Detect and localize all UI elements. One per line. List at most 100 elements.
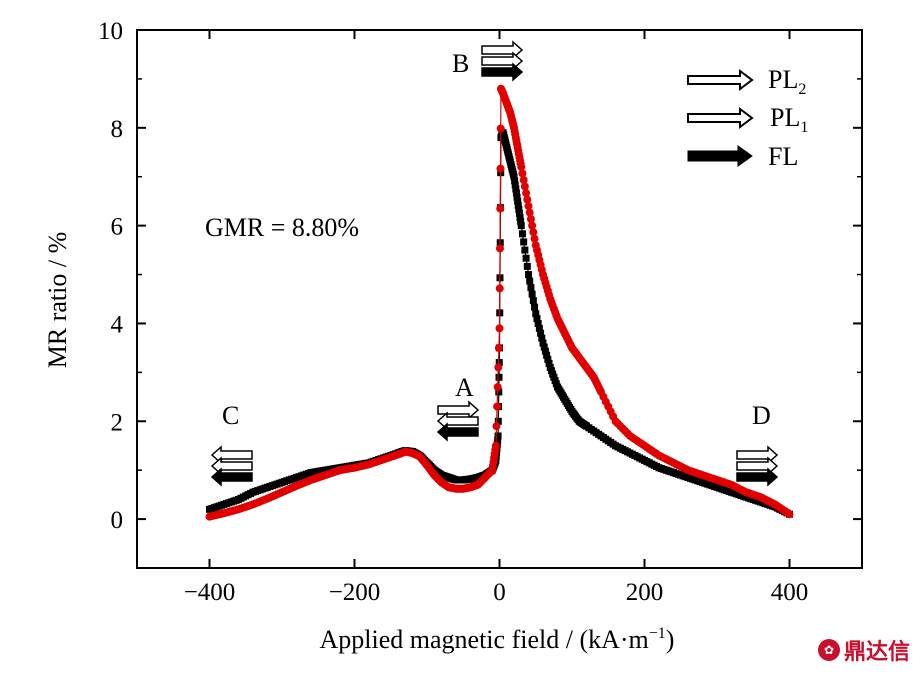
label-c: C bbox=[222, 401, 239, 430]
hollow-arrow-icon bbox=[481, 40, 524, 60]
legend-item-fl: FL bbox=[687, 142, 798, 171]
data-point bbox=[494, 436, 502, 444]
spin-state-arrows bbox=[210, 40, 779, 487]
x-tick-label: −400 bbox=[184, 579, 236, 606]
data-point bbox=[533, 315, 541, 323]
data-point bbox=[515, 209, 523, 217]
data-point bbox=[525, 208, 534, 217]
data-point bbox=[528, 221, 537, 230]
label-a: A bbox=[455, 373, 474, 402]
data-point bbox=[495, 388, 503, 396]
data-point bbox=[510, 173, 518, 181]
data-point bbox=[494, 363, 503, 372]
x-axis-title: Applied magnetic field / (kA·m−1) bbox=[320, 625, 675, 654]
data-point bbox=[529, 228, 538, 237]
data-point bbox=[541, 347, 549, 355]
x-tick-label: 0 bbox=[493, 579, 506, 606]
data-point bbox=[515, 205, 523, 213]
data-point bbox=[494, 432, 502, 440]
data-point bbox=[513, 193, 521, 201]
solid-arrow-icon bbox=[481, 62, 524, 82]
y-tick-label: 8 bbox=[111, 116, 124, 143]
data-point bbox=[524, 202, 533, 211]
data-point bbox=[534, 319, 542, 327]
data-point bbox=[522, 254, 530, 262]
data-point bbox=[493, 402, 502, 411]
data-point bbox=[517, 162, 526, 171]
solid-arrow-icon bbox=[736, 467, 779, 487]
dingdaxin-logo-icon: ✿ bbox=[817, 639, 840, 661]
data-point bbox=[532, 310, 540, 318]
data-point bbox=[525, 271, 532, 279]
data-point bbox=[496, 204, 505, 213]
data-point bbox=[528, 290, 536, 298]
label-b: B bbox=[452, 49, 469, 78]
data-point bbox=[495, 359, 503, 367]
data-point bbox=[527, 284, 535, 292]
y-tick-label: 4 bbox=[111, 311, 124, 338]
data-point bbox=[511, 177, 519, 185]
data-point bbox=[530, 234, 539, 243]
data-point bbox=[545, 359, 553, 367]
data-point bbox=[539, 339, 547, 347]
solid-arrow-icon bbox=[687, 145, 753, 167]
hollow-arrow-icon bbox=[210, 456, 253, 476]
data-point bbox=[518, 169, 527, 178]
x-tick-label: −200 bbox=[329, 579, 381, 606]
data-point bbox=[521, 246, 529, 254]
svg-text:FL: FL bbox=[768, 142, 798, 171]
hollow-arrow-icon bbox=[736, 456, 779, 476]
axis-tick-labels: −400 −200 0 200 400 0 2 4 6 8 10 bbox=[98, 18, 808, 606]
data-point bbox=[537, 329, 545, 337]
data-point bbox=[511, 181, 519, 189]
y-tick-label: 2 bbox=[111, 409, 124, 436]
data-point bbox=[519, 175, 528, 184]
label-d: D bbox=[752, 401, 771, 430]
gmr-annotation: GMR = 8.80% bbox=[205, 213, 359, 242]
series-1 bbox=[205, 84, 794, 521]
y-tick-label: 10 bbox=[98, 18, 123, 45]
hollow-arrow-icon bbox=[687, 107, 754, 129]
watermark-text: 鼎达信 bbox=[843, 640, 910, 665]
data-point bbox=[512, 189, 520, 197]
data-point bbox=[785, 510, 794, 519]
y-axis-title: MR ratio / % bbox=[43, 232, 72, 369]
data-point bbox=[544, 355, 552, 363]
x-tick-label: 200 bbox=[626, 579, 664, 606]
data-point bbox=[493, 383, 502, 392]
data-point bbox=[496, 164, 505, 173]
data-point bbox=[535, 324, 543, 332]
data-point bbox=[526, 277, 534, 285]
hollow-arrow-icon bbox=[437, 400, 480, 420]
data-point bbox=[494, 417, 502, 425]
data-point bbox=[522, 189, 531, 198]
data-point bbox=[495, 373, 503, 381]
data-point bbox=[492, 422, 501, 431]
data-point bbox=[543, 351, 551, 359]
axis-ticks bbox=[137, 29, 862, 569]
hollow-arrow-icon bbox=[736, 445, 779, 465]
data-point bbox=[531, 303, 539, 311]
legend-item-pl1: PL1 bbox=[687, 103, 808, 136]
svg-text:PL2: PL2 bbox=[768, 65, 806, 98]
data-point bbox=[516, 213, 524, 221]
data-point bbox=[496, 124, 505, 133]
watermark: ✿ 鼎达信 bbox=[817, 634, 910, 666]
legend-item-pl2: PL2 bbox=[687, 65, 806, 98]
y-tick-label: 0 bbox=[111, 507, 124, 534]
data-series bbox=[205, 84, 794, 521]
data-point bbox=[512, 185, 520, 193]
data-point bbox=[495, 284, 504, 293]
data-point bbox=[514, 197, 522, 205]
x-tick-label: 400 bbox=[771, 579, 809, 606]
data-point bbox=[514, 201, 522, 209]
svg-text:PL1: PL1 bbox=[770, 103, 808, 136]
legend: PL2 PL1 FL bbox=[687, 65, 808, 171]
hollow-arrow-icon bbox=[687, 69, 754, 91]
y-tick-label: 6 bbox=[111, 214, 124, 241]
data-point bbox=[520, 182, 529, 191]
data-point bbox=[495, 324, 504, 333]
solid-arrow-icon bbox=[436, 422, 479, 442]
hollow-arrow-icon bbox=[481, 51, 524, 71]
